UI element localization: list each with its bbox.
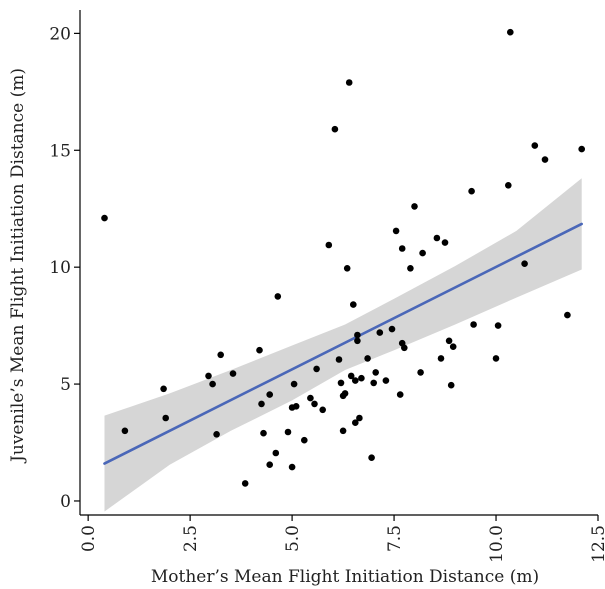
data-point: [350, 301, 357, 308]
data-point: [564, 312, 571, 319]
data-point: [377, 329, 384, 336]
y-tick-label: 15: [49, 141, 71, 161]
x-tick-label: 7.5: [385, 525, 405, 552]
data-point: [338, 380, 345, 387]
data-point: [434, 235, 441, 242]
data-point: [352, 377, 359, 384]
data-point: [301, 437, 308, 444]
data-point: [342, 390, 349, 397]
data-point: [311, 401, 318, 408]
data-point: [393, 228, 400, 235]
data-point: [230, 370, 237, 377]
data-point: [354, 338, 361, 345]
data-point: [532, 142, 539, 149]
data-point: [399, 245, 406, 252]
data-point: [344, 265, 351, 272]
data-point: [260, 430, 267, 437]
data-point: [217, 352, 224, 359]
x-tick-label: 10.0: [487, 525, 507, 563]
data-point: [326, 242, 333, 249]
data-point: [448, 382, 455, 389]
data-point: [505, 182, 512, 189]
data-point: [336, 356, 343, 363]
data-point: [160, 386, 167, 393]
data-point: [162, 415, 169, 422]
data-point: [417, 369, 424, 376]
x-ticks: 0.0 2.5 5.0 7.5 10.0 12.5: [79, 515, 605, 563]
data-point: [407, 265, 414, 272]
data-point: [495, 322, 502, 329]
data-point: [450, 343, 457, 350]
data-point: [397, 391, 404, 398]
x-tick-label: 12.5: [589, 525, 605, 563]
data-point: [122, 428, 129, 435]
data-point: [266, 461, 273, 468]
data-point: [319, 407, 326, 414]
data-point: [438, 355, 445, 362]
data-point: [256, 347, 263, 354]
data-point: [368, 454, 375, 461]
data-point: [273, 450, 280, 457]
y-tick-label: 0: [60, 492, 71, 512]
data-point: [401, 345, 408, 352]
data-point: [101, 215, 108, 222]
data-point: [358, 375, 365, 382]
data-point: [209, 381, 216, 388]
data-point: [578, 146, 585, 153]
data-point: [285, 429, 292, 436]
x-tick-label: 5.0: [283, 525, 303, 552]
data-point: [242, 480, 249, 487]
x-tick-label: 2.5: [181, 525, 201, 552]
data-point: [411, 203, 418, 210]
data-point: [542, 156, 549, 163]
data-point: [332, 126, 339, 133]
data-point: [468, 188, 475, 195]
data-point: [258, 401, 265, 408]
data-point: [213, 431, 220, 438]
y-axis-title: Juvenile’s Mean Flight Initiation Distan…: [8, 68, 28, 464]
data-point: [364, 355, 371, 362]
data-point: [442, 239, 449, 246]
data-point: [346, 79, 353, 86]
data-point: [354, 332, 361, 339]
data-point: [205, 373, 212, 380]
x-tick-label: 0.0: [79, 525, 99, 552]
x-axis-title: Mother’s Mean Flight Initiation Distance…: [151, 567, 539, 587]
data-point: [275, 293, 282, 300]
data-point: [419, 250, 426, 257]
data-point: [446, 338, 453, 345]
data-point: [507, 29, 514, 36]
data-point: [289, 464, 296, 471]
data-point: [313, 366, 320, 373]
data-point: [372, 369, 379, 376]
y-ticks: 0 5 10 15 20: [49, 24, 80, 512]
y-tick-label: 20: [49, 24, 71, 44]
data-point: [370, 380, 377, 387]
data-point: [291, 381, 298, 388]
y-tick-label: 10: [49, 258, 71, 278]
data-point: [470, 321, 477, 328]
data-point: [383, 377, 390, 384]
data-point: [293, 403, 300, 410]
data-point: [307, 395, 314, 402]
data-point: [356, 415, 363, 422]
y-tick-label: 5: [60, 375, 71, 395]
data-point: [389, 326, 396, 333]
data-point: [521, 260, 528, 267]
data-point: [493, 355, 500, 362]
data-point: [266, 391, 273, 398]
data-point: [340, 428, 347, 435]
